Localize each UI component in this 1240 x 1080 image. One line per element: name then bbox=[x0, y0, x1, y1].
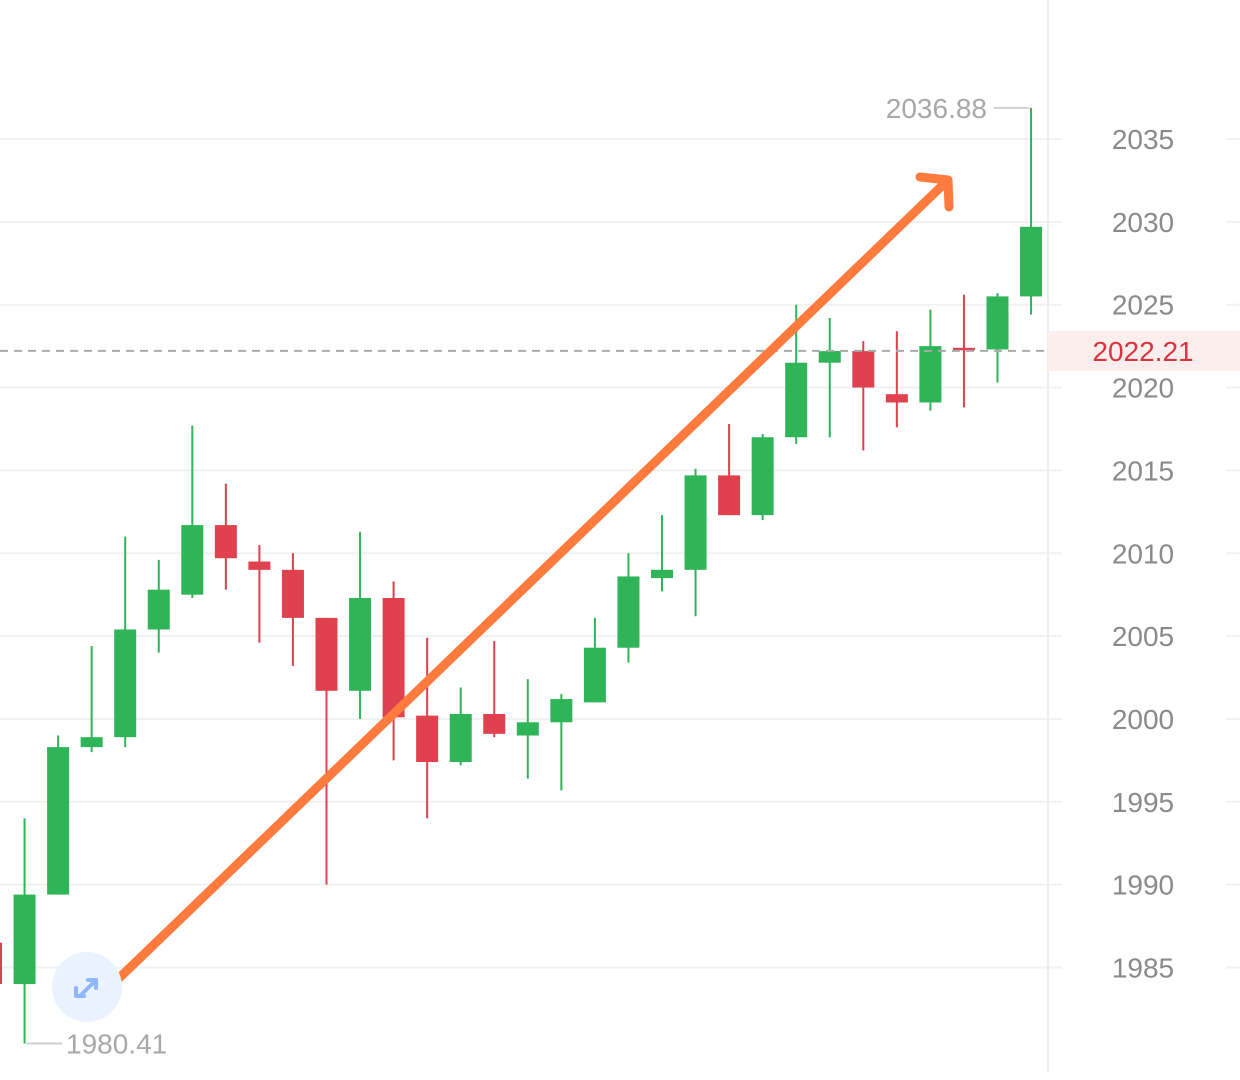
y-tick-label: 2030 bbox=[1112, 207, 1174, 238]
current-price-label: 2022.21 bbox=[1092, 336, 1193, 367]
candle bbox=[550, 694, 573, 791]
candle-body bbox=[1020, 226, 1043, 297]
candle-body bbox=[214, 525, 237, 559]
y-tick-label: 1990 bbox=[1112, 870, 1174, 901]
candle-body bbox=[13, 894, 36, 985]
candle-body bbox=[684, 475, 707, 570]
candle-body bbox=[919, 346, 942, 403]
y-tick-label: 2035 bbox=[1112, 124, 1174, 155]
candle-body bbox=[818, 351, 841, 363]
candle-body bbox=[147, 589, 170, 630]
candle bbox=[0, 942, 2, 985]
candle bbox=[483, 641, 506, 738]
y-tick-label: 2005 bbox=[1112, 621, 1174, 652]
trend-arrow-head bbox=[915, 172, 954, 212]
candle bbox=[986, 293, 1009, 383]
candles bbox=[0, 107, 1043, 1044]
y-tick-label: 2025 bbox=[1112, 290, 1174, 321]
candle bbox=[651, 515, 673, 592]
candle bbox=[248, 544, 271, 643]
candle bbox=[818, 317, 841, 438]
candle-body bbox=[281, 569, 304, 618]
candle bbox=[349, 531, 372, 719]
candle-body bbox=[80, 737, 103, 748]
candle bbox=[13, 818, 36, 1044]
candle bbox=[885, 331, 908, 428]
chart-toggle-button[interactable] bbox=[52, 952, 122, 1022]
y-tick-label: 1995 bbox=[1112, 787, 1174, 818]
candle bbox=[382, 581, 405, 761]
candle bbox=[449, 687, 472, 766]
candle-body bbox=[852, 351, 875, 388]
y-tick-label: 2010 bbox=[1112, 538, 1174, 569]
high-marker-label: 2036.88 bbox=[886, 93, 987, 124]
candle bbox=[47, 735, 70, 895]
candle bbox=[852, 341, 875, 451]
candle bbox=[281, 553, 304, 666]
grid-lines bbox=[0, 138, 1240, 969]
current-price-background bbox=[1048, 330, 1240, 371]
y-tick-label: 2020 bbox=[1112, 373, 1174, 404]
candle-body bbox=[248, 561, 271, 570]
trend-arrow bbox=[81, 172, 954, 1015]
candle-body bbox=[718, 475, 741, 516]
candle-body bbox=[986, 296, 1009, 350]
candle-body bbox=[181, 525, 204, 595]
candle bbox=[516, 679, 539, 779]
candle-body bbox=[550, 699, 573, 723]
candle-body bbox=[751, 437, 774, 516]
candle-body bbox=[315, 617, 338, 691]
candle bbox=[952, 294, 975, 408]
candle bbox=[416, 637, 439, 819]
candle bbox=[751, 433, 774, 521]
candle bbox=[181, 425, 204, 598]
candle-body bbox=[885, 394, 908, 403]
candle bbox=[80, 646, 103, 753]
candle-body bbox=[583, 647, 606, 703]
candle bbox=[114, 536, 137, 748]
candle-body bbox=[114, 629, 137, 738]
candle-body bbox=[382, 597, 405, 718]
candle bbox=[684, 468, 707, 617]
candle-body bbox=[449, 713, 472, 763]
candle-body bbox=[0, 942, 2, 985]
candle-body bbox=[651, 569, 673, 579]
candle bbox=[583, 617, 606, 703]
candle-body bbox=[617, 576, 640, 648]
y-tick-label: 2015 bbox=[1112, 455, 1174, 486]
price-axis: 2035 2030 2025 2020 2015 2010 2005 2000 1995 1990… bbox=[1112, 124, 1174, 984]
trend-arrow-shaft bbox=[81, 175, 953, 1015]
y-tick-label: 1985 bbox=[1112, 953, 1174, 984]
low-marker-label: 1980.41 bbox=[66, 1029, 167, 1060]
candle-body bbox=[952, 347, 975, 351]
candle bbox=[1020, 107, 1043, 315]
candle-body bbox=[349, 597, 372, 691]
swap-arrows-icon bbox=[74, 978, 98, 998]
candle-body bbox=[47, 747, 70, 895]
candle bbox=[315, 617, 338, 885]
candle-body bbox=[416, 715, 439, 763]
candle bbox=[919, 309, 942, 411]
candle bbox=[617, 553, 640, 663]
candle bbox=[147, 559, 170, 653]
candle bbox=[718, 424, 741, 516]
candle-body bbox=[516, 722, 539, 736]
candle-body bbox=[785, 362, 808, 438]
candle bbox=[214, 483, 237, 590]
candle-body bbox=[483, 713, 506, 734]
y-tick-label: 2000 bbox=[1112, 704, 1174, 735]
